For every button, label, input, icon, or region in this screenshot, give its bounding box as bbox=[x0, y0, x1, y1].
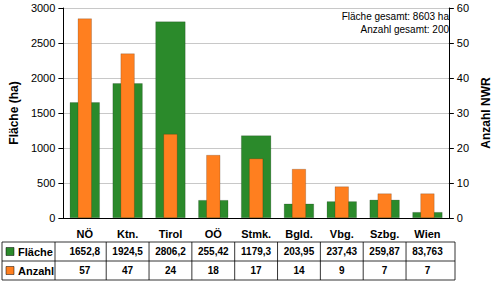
svg-text:1924,5: 1924,5 bbox=[112, 246, 143, 257]
svg-text:1500: 1500 bbox=[31, 107, 55, 119]
svg-text:1652,8: 1652,8 bbox=[69, 246, 100, 257]
svg-text:40: 40 bbox=[457, 72, 469, 84]
svg-text:255,42: 255,42 bbox=[198, 246, 229, 257]
svg-text:NÖ: NÖ bbox=[77, 228, 94, 240]
svg-text:Tirol: Tirol bbox=[159, 228, 183, 240]
svg-text:17: 17 bbox=[251, 265, 263, 276]
svg-text:7: 7 bbox=[382, 265, 388, 276]
svg-text:83,763: 83,763 bbox=[412, 246, 443, 257]
svg-text:24: 24 bbox=[165, 265, 177, 276]
svg-text:7: 7 bbox=[425, 265, 431, 276]
svg-text:Wien: Wien bbox=[414, 228, 440, 240]
svg-text:Bgld.: Bgld. bbox=[285, 228, 313, 240]
svg-text:57: 57 bbox=[79, 265, 91, 276]
svg-text:OÖ: OÖ bbox=[205, 228, 223, 240]
svg-text:Ktn.: Ktn. bbox=[117, 228, 138, 240]
svg-text:9: 9 bbox=[339, 265, 345, 276]
svg-text:259,87: 259,87 bbox=[369, 246, 400, 257]
svg-text:60: 60 bbox=[457, 2, 469, 14]
svg-text:203,95: 203,95 bbox=[284, 246, 315, 257]
svg-text:0: 0 bbox=[49, 212, 55, 224]
svg-text:1179,3: 1179,3 bbox=[241, 246, 271, 257]
svg-text:47: 47 bbox=[122, 265, 134, 276]
svg-text:2500: 2500 bbox=[31, 37, 55, 49]
svg-text:2000: 2000 bbox=[31, 72, 55, 84]
svg-text:237,43: 237,43 bbox=[326, 246, 357, 257]
svg-text:Fläche gesamt: 8603 ha: Fläche gesamt: 8603 ha bbox=[342, 11, 450, 22]
svg-text:14: 14 bbox=[293, 265, 305, 276]
svg-text:Anzahl: Anzahl bbox=[18, 265, 54, 277]
svg-text:0: 0 bbox=[457, 212, 463, 224]
svg-text:Anzahl NWR: Anzahl NWR bbox=[479, 77, 493, 149]
svg-text:30: 30 bbox=[457, 107, 469, 119]
svg-text:1000: 1000 bbox=[31, 142, 55, 154]
svg-text:2806,2: 2806,2 bbox=[155, 246, 186, 257]
svg-text:Szbg.: Szbg. bbox=[370, 228, 399, 240]
svg-text:20: 20 bbox=[457, 142, 469, 154]
svg-text:Fläche: Fläche bbox=[18, 246, 53, 258]
svg-text:Anzahl gesamt: 200: Anzahl gesamt: 200 bbox=[361, 24, 450, 35]
svg-text:Fläche (ha): Fläche (ha) bbox=[7, 81, 21, 144]
svg-text:500: 500 bbox=[37, 177, 55, 189]
svg-text:3000: 3000 bbox=[31, 2, 55, 14]
svg-text:Stmk.: Stmk. bbox=[241, 228, 271, 240]
svg-text:10: 10 bbox=[457, 177, 469, 189]
svg-text:18: 18 bbox=[208, 265, 220, 276]
svg-text:Vbg.: Vbg. bbox=[330, 228, 354, 240]
svg-text:50: 50 bbox=[457, 37, 469, 49]
